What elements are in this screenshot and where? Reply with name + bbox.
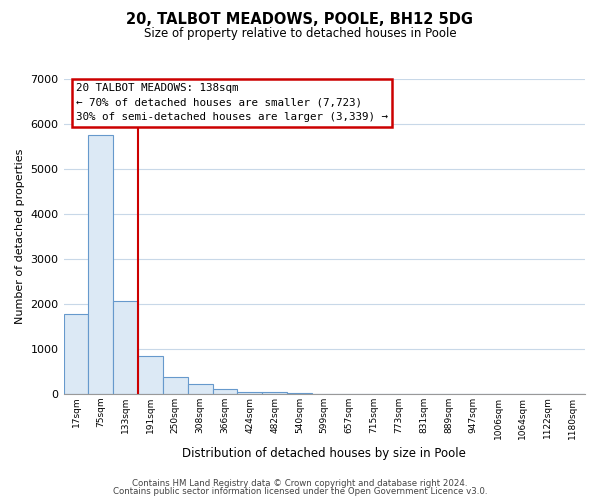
Bar — [64, 314, 88, 394]
Bar — [212, 390, 238, 394]
Text: Contains public sector information licensed under the Open Government Licence v3: Contains public sector information licen… — [113, 487, 487, 496]
Bar — [88, 135, 113, 394]
Text: 20, TALBOT MEADOWS, POOLE, BH12 5DG: 20, TALBOT MEADOWS, POOLE, BH12 5DG — [127, 12, 473, 28]
Bar — [188, 384, 212, 394]
Bar — [138, 356, 163, 394]
Bar — [238, 392, 262, 394]
Y-axis label: Number of detached properties: Number of detached properties — [15, 148, 25, 324]
Bar — [163, 377, 188, 394]
Bar — [262, 392, 287, 394]
Text: Contains HM Land Registry data © Crown copyright and database right 2024.: Contains HM Land Registry data © Crown c… — [132, 478, 468, 488]
Text: Size of property relative to detached houses in Poole: Size of property relative to detached ho… — [143, 28, 457, 40]
Bar — [113, 301, 138, 394]
Text: 20 TALBOT MEADOWS: 138sqm
← 70% of detached houses are smaller (7,723)
30% of se: 20 TALBOT MEADOWS: 138sqm ← 70% of detac… — [76, 84, 388, 122]
X-axis label: Distribution of detached houses by size in Poole: Distribution of detached houses by size … — [182, 447, 466, 460]
